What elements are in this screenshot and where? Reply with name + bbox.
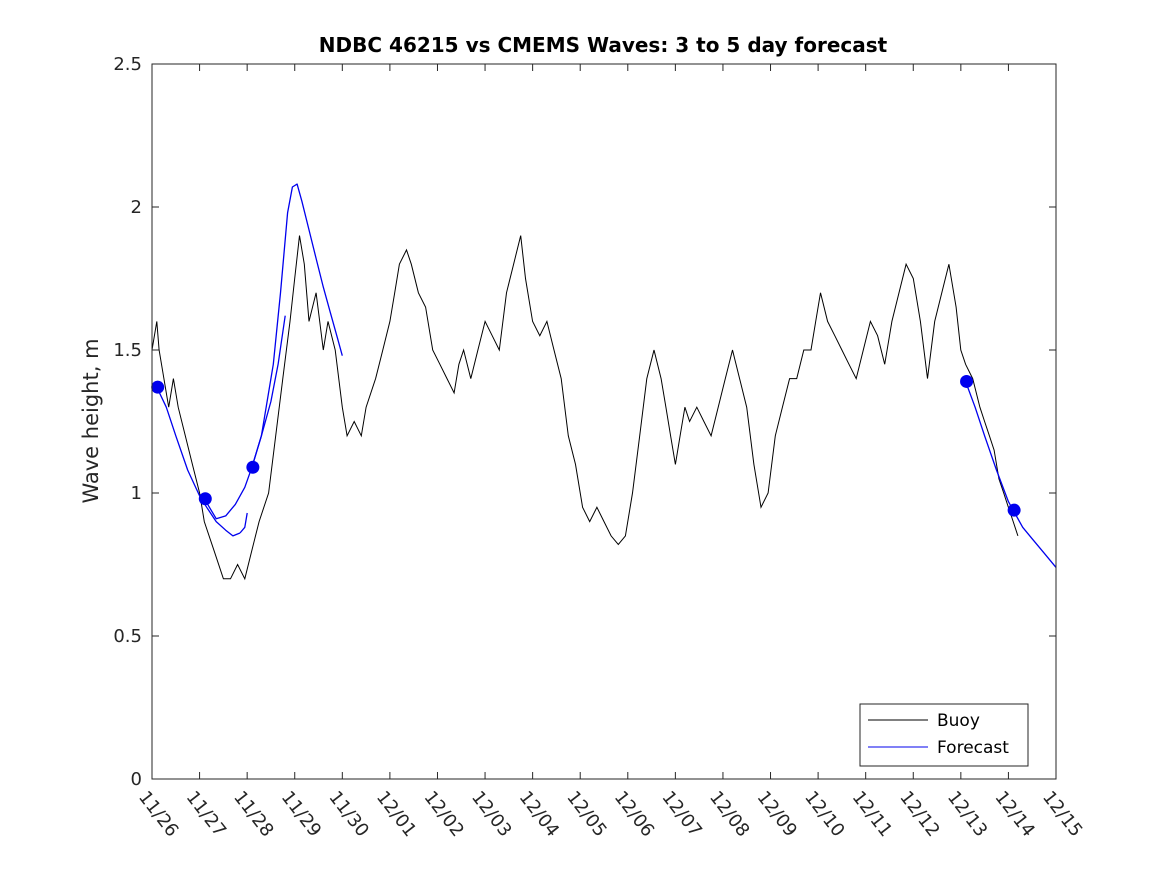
legend: Buoy Forecast	[859, 703, 1029, 767]
y-axis-label: Wave height, m	[79, 338, 103, 503]
y-tick-label: 2.5	[113, 54, 142, 75]
forecast-marker	[1007, 503, 1021, 517]
y-tick-label: 0.5	[113, 626, 142, 647]
forecast-series-line	[239, 512, 248, 534]
forecast-markers	[151, 374, 1021, 517]
y-tick-label: 0	[131, 769, 142, 790]
buoy-series-line	[152, 235, 1019, 581]
forecast-marker	[198, 492, 212, 506]
legend-buoy-label: Buoy	[937, 711, 980, 731]
chart-title: NDBC 46215 vs CMEMS Waves: 3 to 5 day fo…	[319, 33, 888, 57]
forecast-series-line	[203, 183, 343, 520]
y-tick-label: 1	[131, 483, 142, 504]
forecast-marker	[246, 460, 260, 474]
forecast-marker	[960, 374, 974, 388]
plot-area	[152, 64, 1056, 779]
y-tick-label: 2	[131, 197, 142, 218]
plot-frame	[151, 63, 1057, 780]
y-axis-ticks: 0 0.5 1 1.5 2 2.5	[113, 54, 1056, 790]
legend-forecast-label: Forecast	[937, 738, 1009, 758]
forecast-marker	[151, 380, 165, 394]
legend-box	[859, 703, 1029, 767]
y-tick-label: 1.5	[113, 340, 142, 361]
forecast-series-line	[251, 315, 286, 468]
